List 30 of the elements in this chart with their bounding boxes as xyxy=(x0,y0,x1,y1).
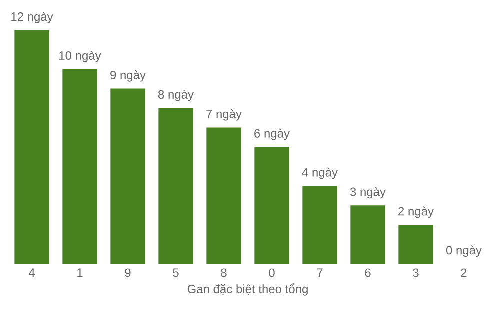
bar xyxy=(206,128,242,264)
x-tick-label: 7 xyxy=(317,268,323,277)
bar xyxy=(110,88,146,264)
bar xyxy=(398,225,434,264)
data-label: 6 ngày xyxy=(254,128,290,140)
x-tick-label: 0 xyxy=(269,268,275,278)
x-tick-label: 8 xyxy=(221,268,227,278)
data-label: 3 ngày xyxy=(350,187,386,199)
data-label: 12 ngày xyxy=(12,12,54,24)
bar xyxy=(62,69,98,264)
x-tick-label: 3 xyxy=(413,268,419,278)
data-label: 2 ngày xyxy=(398,206,434,218)
data-label: 8 ngày xyxy=(158,90,194,102)
data-label: 0 ngày xyxy=(446,246,482,258)
bar xyxy=(158,108,194,264)
data-label: 4 ngày xyxy=(302,168,338,180)
x-tick-label: 6 xyxy=(365,268,371,278)
x-tick-label: 1 xyxy=(78,268,83,277)
x-tick-label: 4 xyxy=(28,268,35,277)
data-label: 10 ngày xyxy=(60,51,102,62)
x-tick-label: 5 xyxy=(173,268,179,278)
x-tick-label: 9 xyxy=(125,268,131,278)
bar xyxy=(350,206,386,264)
x-tick-label: 2 xyxy=(461,268,467,278)
bar xyxy=(254,147,290,264)
x-axis-title: Gan đặc biệt theo tổng xyxy=(188,284,308,296)
bar xyxy=(14,30,50,264)
data-label: 9 ngày xyxy=(110,70,146,82)
data-label: 7 ngày xyxy=(206,109,242,121)
bar xyxy=(302,186,338,264)
